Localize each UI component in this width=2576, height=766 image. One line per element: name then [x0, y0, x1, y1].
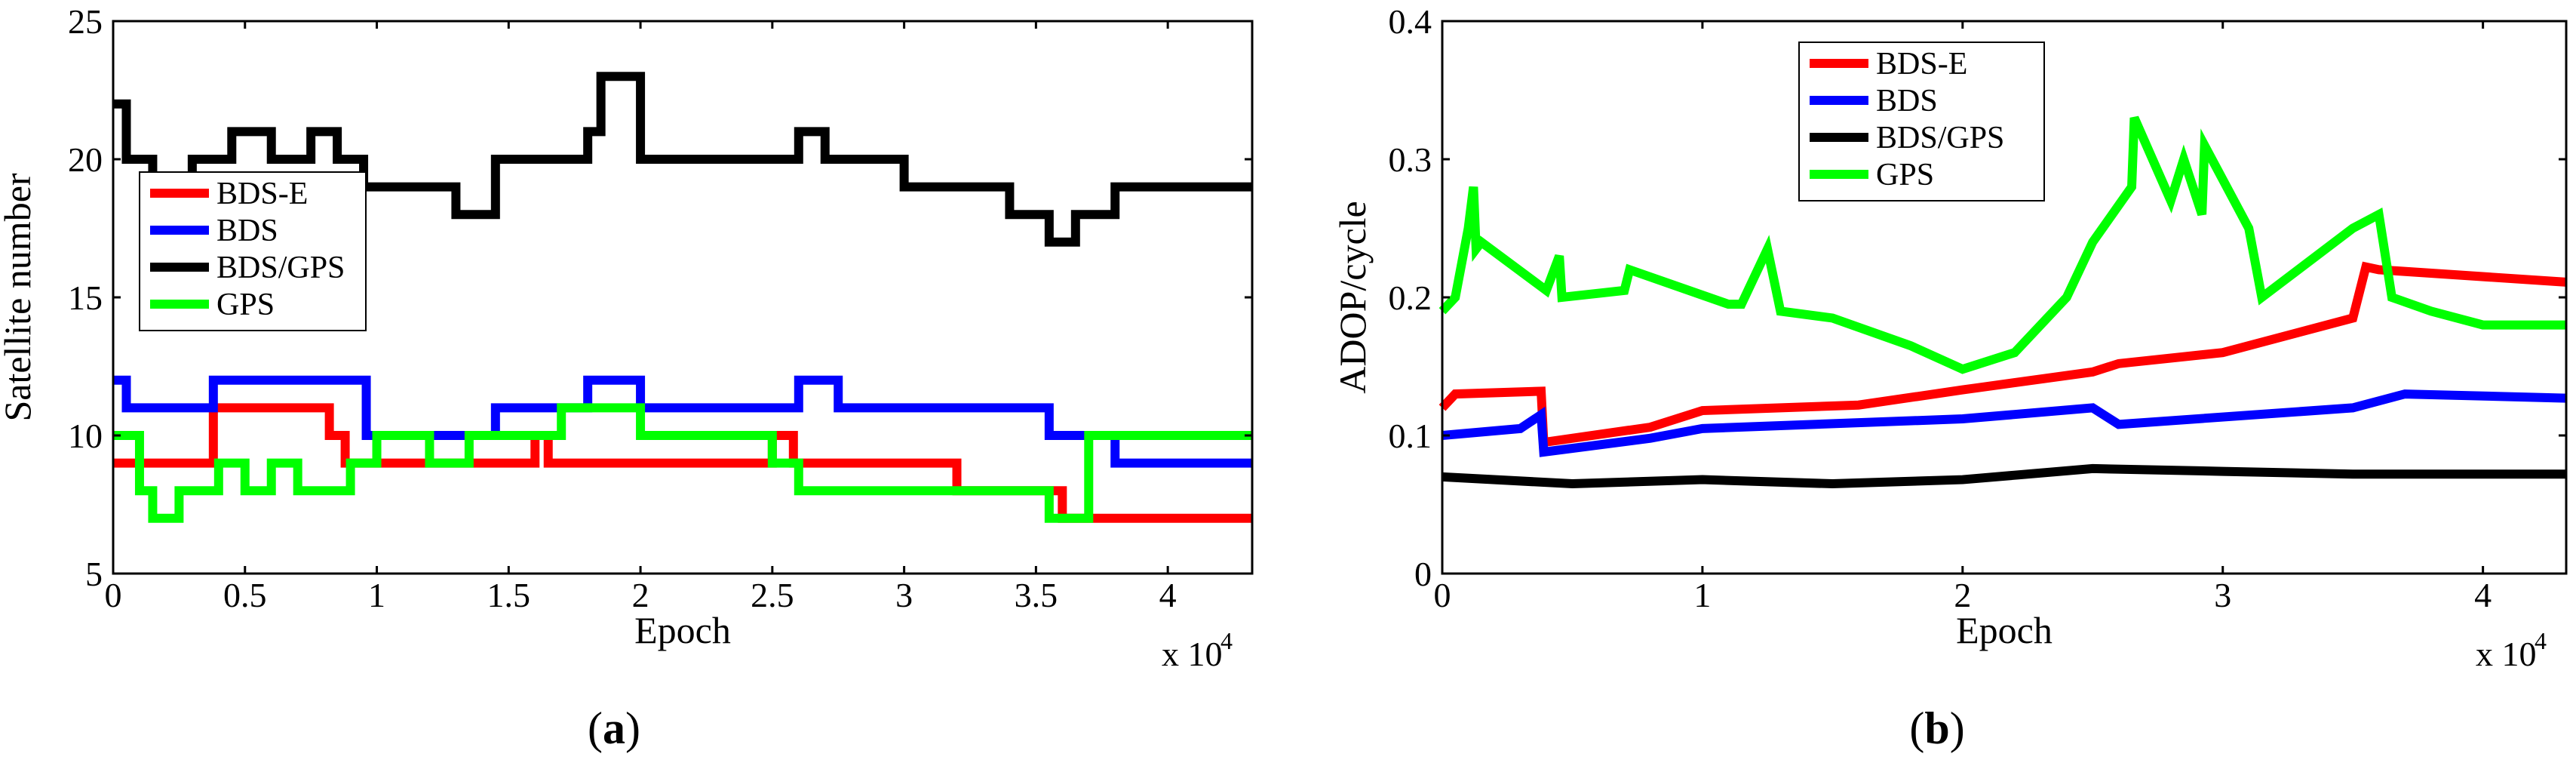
y-tick-label: 15: [68, 278, 103, 317]
series-line-bds-gps: [1442, 463, 2566, 489]
y-tick-label: 5: [85, 555, 103, 593]
x-tick-label: 1: [1693, 576, 1711, 614]
x-tick-label: 3: [895, 576, 913, 614]
legend-label: GPS: [1876, 158, 1934, 192]
x-tick-label: 1.5: [487, 576, 531, 614]
y-tick-label: 20: [68, 140, 103, 179]
x-tick-label: 4: [1159, 576, 1177, 614]
y-tick-label: 0.4: [1389, 2, 1432, 41]
x-tick-label: 3.5: [1015, 576, 1058, 614]
panel-a-caption: (a): [588, 703, 640, 753]
series-line-gps: [1438, 115, 2566, 374]
legend-label: BDS/GPS: [216, 251, 345, 285]
y-tick-label: 25: [68, 2, 103, 41]
legend-label: BDS/GPS: [1876, 121, 2004, 155]
x-axis-label: Epoch: [1956, 609, 2053, 651]
y-tick-label: 0.2: [1389, 278, 1432, 317]
series-line-bds: [113, 375, 1252, 468]
x-multiplier-exponent: 4: [1220, 627, 1233, 654]
series-group: [113, 72, 1252, 523]
series-group: [1438, 115, 2567, 489]
legend-label: BDS: [216, 214, 278, 248]
x-tick-label: 1: [368, 576, 385, 614]
y-axis-label: ADOP/cycle: [1331, 201, 1374, 394]
legend-label: BDS-E: [216, 177, 308, 211]
x-tick-label: 0: [105, 576, 122, 614]
series-line-bds: [1442, 389, 2567, 457]
y-tick-label: 0.3: [1389, 140, 1432, 179]
x-tick-label: 2: [1954, 576, 1971, 614]
x-tick-label: 0: [1434, 576, 1451, 614]
series-line-bds-e: [1438, 261, 2567, 448]
x-multiplier: x 10: [1162, 635, 1223, 673]
y-tick-label: 0: [1414, 555, 1432, 593]
x-tick-label: 4: [2474, 576, 2492, 614]
panel-b-caption: (b): [1909, 703, 1964, 753]
legend-label: GPS: [216, 288, 275, 322]
legend-label: BDS: [1876, 84, 1938, 118]
x-tick-label: 2.5: [751, 576, 794, 614]
y-tick-label: 10: [68, 417, 103, 455]
y-axis-label: Satellite number: [0, 173, 38, 421]
x-tick-label: 2: [632, 576, 649, 614]
x-axis-label: Epoch: [634, 609, 731, 651]
y-tick-label: 0.1: [1389, 417, 1432, 455]
x-multiplier: x 10: [2476, 635, 2537, 673]
x-tick-label: 3: [2214, 576, 2231, 614]
x-multiplier-exponent: 4: [2535, 627, 2547, 654]
series-line-gps: [113, 403, 1252, 523]
series-line-bds-gps: [113, 72, 1252, 247]
x-tick-label: 0.5: [223, 576, 267, 614]
legend-label: BDS-E: [1876, 47, 1967, 82]
